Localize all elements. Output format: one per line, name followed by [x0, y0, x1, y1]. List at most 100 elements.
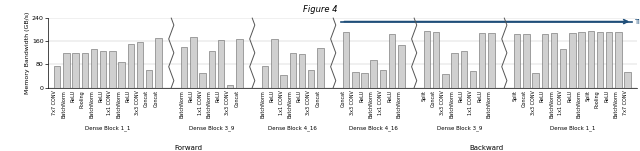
Text: Dense Block 4_16: Dense Block 4_16 — [349, 126, 398, 132]
Bar — [479, 33, 486, 88]
Text: Dense Block 1_1: Dense Block 1_1 — [85, 126, 131, 132]
Bar — [72, 53, 79, 88]
Text: BatchNorm: BatchNorm — [396, 90, 401, 118]
Text: Concat: Concat — [522, 90, 526, 108]
Text: 3x3 CONV: 3x3 CONV — [225, 90, 230, 115]
Bar — [218, 40, 224, 88]
Text: Dense Block 3_9: Dense Block 3_9 — [189, 126, 234, 132]
Text: 1x1 CONV: 1x1 CONV — [278, 90, 284, 115]
Text: Concat: Concat — [431, 90, 436, 108]
Bar — [227, 85, 234, 88]
Bar — [109, 51, 116, 88]
Bar — [606, 32, 612, 88]
Text: BatchNorm: BatchNorm — [61, 90, 67, 118]
Bar — [343, 32, 349, 88]
Text: 1x1 CONV: 1x1 CONV — [108, 90, 113, 115]
Text: ReLU: ReLU — [459, 90, 464, 103]
Bar — [442, 74, 449, 88]
Bar — [398, 45, 404, 88]
Text: Concat: Concat — [234, 90, 239, 108]
Text: Concat: Concat — [144, 90, 149, 108]
Text: ReLU: ReLU — [188, 90, 193, 103]
Bar — [352, 72, 358, 88]
Bar — [361, 72, 368, 88]
Text: Pooling: Pooling — [80, 90, 84, 108]
Text: Split: Split — [422, 90, 427, 101]
Text: Forward: Forward — [175, 145, 203, 151]
Bar — [271, 39, 278, 88]
Text: BatchNorm: BatchNorm — [450, 90, 454, 118]
Bar — [371, 60, 377, 88]
Bar — [63, 53, 70, 88]
Text: BatchNorm: BatchNorm — [207, 90, 212, 118]
Bar — [532, 73, 539, 88]
Text: ReLU: ReLU — [540, 90, 545, 103]
Text: Dense Block 4_16: Dense Block 4_16 — [268, 126, 317, 132]
Text: ReLU: ReLU — [604, 90, 609, 103]
Text: BatchNorm: BatchNorm — [116, 90, 122, 118]
Text: ReLU: ReLU — [98, 90, 103, 103]
Text: BatchNorm: BatchNorm — [179, 90, 184, 118]
Text: ReLU: ReLU — [269, 90, 275, 103]
Text: Concat: Concat — [341, 90, 346, 108]
Text: Dense Block 3_9: Dense Block 3_9 — [436, 126, 482, 132]
Bar — [146, 70, 152, 88]
Bar — [470, 71, 476, 88]
Bar — [569, 33, 575, 88]
Bar — [199, 73, 206, 88]
Text: BatchNorm: BatchNorm — [369, 90, 374, 118]
Text: 1x1 CONV: 1x1 CONV — [468, 90, 473, 115]
Text: BatchNorm: BatchNorm — [613, 90, 618, 118]
Bar — [514, 34, 520, 88]
Text: 3x3 CONV: 3x3 CONV — [440, 90, 445, 115]
Bar — [380, 70, 386, 88]
Bar — [236, 39, 243, 88]
Bar — [181, 47, 188, 88]
Text: Split: Split — [586, 90, 591, 101]
Bar — [127, 44, 134, 88]
Bar — [137, 42, 143, 88]
Bar — [523, 34, 530, 88]
Text: Concat: Concat — [154, 90, 158, 108]
Text: ReLU: ReLU — [70, 90, 76, 103]
Text: ReLU: ReLU — [360, 90, 365, 103]
Bar — [588, 31, 594, 88]
Text: Backward: Backward — [470, 145, 504, 151]
Text: ReLU: ReLU — [216, 90, 221, 103]
Text: 1x1 CONV: 1x1 CONV — [378, 90, 383, 115]
Bar — [155, 38, 162, 88]
Text: Figure 4: Figure 4 — [303, 5, 337, 14]
Text: BatchNorm: BatchNorm — [486, 90, 492, 118]
Text: BatchNorm: BatchNorm — [577, 90, 582, 118]
Text: ReLU: ReLU — [568, 90, 572, 103]
Bar — [625, 72, 631, 88]
Text: BatchNorm: BatchNorm — [288, 90, 292, 118]
Text: ReLU: ReLU — [387, 90, 392, 103]
Text: ReLU: ReLU — [477, 90, 483, 103]
Bar — [451, 53, 458, 88]
Bar — [615, 32, 621, 88]
Text: ReLU: ReLU — [126, 90, 131, 103]
Text: 1x1 CONV: 1x1 CONV — [198, 90, 202, 115]
Bar — [190, 37, 196, 88]
Text: 3x3 CONV: 3x3 CONV — [135, 90, 140, 115]
Bar — [389, 34, 396, 88]
Text: Split: Split — [512, 90, 517, 101]
Text: 3x3 CONV: 3x3 CONV — [531, 90, 536, 115]
Bar — [424, 31, 430, 88]
Bar — [579, 32, 585, 88]
Text: 7x7 CONV: 7x7 CONV — [52, 90, 57, 115]
Bar — [596, 32, 604, 88]
Text: Time: Time — [635, 19, 640, 25]
Text: ReLU: ReLU — [297, 90, 302, 103]
Text: BatchNorm: BatchNorm — [549, 90, 554, 118]
Bar — [81, 53, 88, 88]
Bar — [54, 66, 60, 88]
Bar — [560, 48, 566, 88]
Bar — [299, 54, 305, 88]
Bar — [289, 53, 296, 88]
Text: BatchNorm: BatchNorm — [260, 90, 265, 118]
Bar — [118, 62, 125, 88]
Text: 7x7 CONV: 7x7 CONV — [623, 90, 628, 115]
Bar — [308, 70, 314, 88]
